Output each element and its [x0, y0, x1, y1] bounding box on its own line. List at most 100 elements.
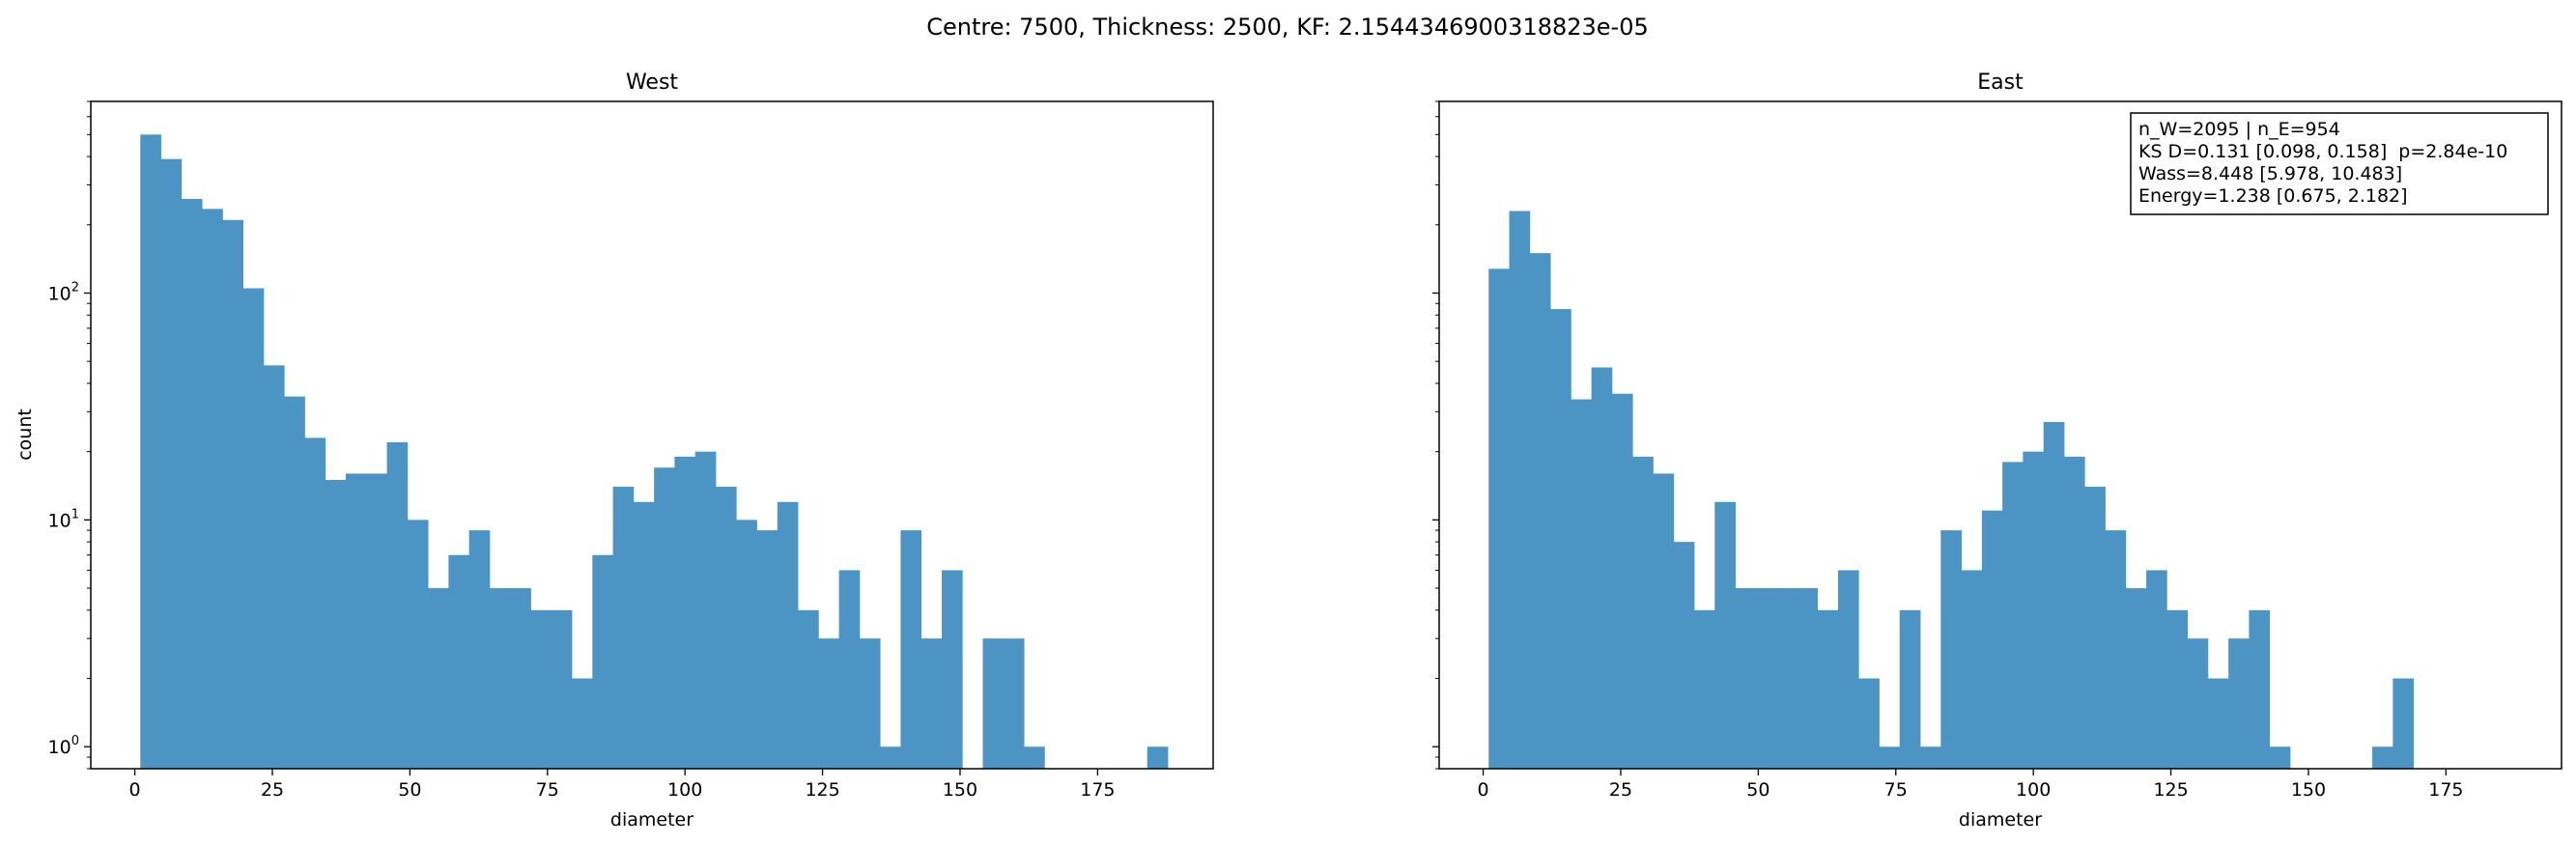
east-histogram-bar: [2146, 570, 2167, 769]
east-histogram-bar: [1981, 510, 2003, 769]
east-histogram-bar: [1858, 678, 1880, 769]
west-histogram-bar: [140, 134, 161, 769]
west-histogram-bar: [346, 473, 367, 769]
west-x-tick-label: 50: [398, 779, 421, 801]
east-histogram-bar: [1899, 609, 1921, 769]
west-panel: West 0 25 50 75 100 125 150 175 100 101 102 diame…: [14, 70, 1214, 831]
west-histogram-bar: [284, 396, 305, 769]
west-histogram-bar: [325, 480, 347, 769]
east-histogram-bar: [1509, 211, 1531, 769]
east-x-tick-label: 150: [2291, 779, 2326, 801]
east-histogram-bar: [2228, 638, 2250, 769]
west-histogram-bar: [530, 609, 552, 769]
west-x-tick-label: 75: [536, 779, 559, 801]
west-histogram-bar: [1146, 746, 1169, 769]
stats-annotation-box: n_W=2095 | n_E=954 KS D=0.131 [0.098, 0.…: [2130, 112, 2549, 215]
west-histogram-bar: [160, 158, 183, 770]
west-histogram-bar: [880, 746, 901, 769]
east-title: East: [1977, 70, 2024, 95]
east-histogram-bar: [2063, 456, 2085, 769]
east-histogram-bar: [1961, 570, 1983, 769]
east-x-tick-label: 175: [2428, 779, 2463, 801]
east-histogram-bar: [1940, 530, 1962, 769]
stats-line-wass: Wass=8.448 [5.978, 10.483]: [2138, 163, 2402, 184]
east-histogram-bar: [1797, 588, 1819, 769]
west-histogram-bar: [756, 530, 778, 769]
east-histogram-bar: [1591, 367, 1613, 769]
west-x-tick-label: 125: [805, 779, 839, 801]
west-histogram-bar: [612, 487, 635, 769]
west-histogram-bar: [202, 209, 223, 770]
west-histogram-bar: [242, 288, 265, 769]
east-histogram-bar: [2269, 746, 2291, 769]
stats-line-ks: KS D=0.131 [0.098, 0.158] p=2.84e-10: [2138, 141, 2507, 162]
east-histogram-bar: [1653, 473, 1675, 769]
west-histogram-bar: [1024, 746, 1045, 769]
east-x-tick-label: 75: [1884, 779, 1908, 801]
west-histogram-bar: [633, 501, 655, 769]
west-histogram-bar: [489, 588, 511, 769]
west-y-tick-label: 100: [48, 734, 79, 758]
east-axes-frame: [1438, 100, 2562, 770]
east-histogram-bar: [2249, 609, 2271, 769]
east-histogram-bar: [1837, 570, 1859, 769]
east-histogram-bar: [2125, 588, 2147, 769]
west-histogram-bar: [1003, 638, 1025, 769]
west-histogram-bar: [715, 487, 737, 769]
west-histogram-bar: [386, 441, 409, 769]
east-histogram-bar: [2105, 530, 2127, 769]
east-histogram-bar: [2187, 638, 2209, 769]
west-histogram-bar: [263, 365, 285, 769]
west-histogram-bar: [798, 609, 819, 769]
west-x-tick-label: 25: [261, 779, 284, 801]
west-y-ticks: 100 101 102: [48, 100, 91, 770]
east-histogram-bar: [1735, 588, 1757, 769]
east-histogram-bar: [2372, 746, 2393, 769]
west-y-tick-label: 101: [48, 507, 79, 531]
west-histogram-bar: [674, 456, 696, 769]
west-x-tick-label: 0: [129, 779, 141, 801]
east-histogram-bar: [1611, 393, 1633, 769]
east-histogram-bar: [1714, 501, 1736, 769]
east-histogram-bar: [1920, 746, 1941, 769]
west-bars: [140, 134, 1169, 770]
west-histogram-bar: [222, 219, 244, 769]
west-axes-frame: [90, 100, 1214, 770]
figure-title: Centre: 7500, Thickness: 2500, KF: 2.154…: [926, 14, 1649, 41]
east-histogram-bar: [2002, 462, 2024, 769]
east-histogram-bar: [2207, 678, 2229, 769]
west-histogram-bar: [694, 451, 717, 769]
east-histogram-bar: [2084, 487, 2106, 769]
west-histogram-bar: [654, 467, 675, 769]
east-histogram-bar: [2043, 422, 2065, 769]
west-x-tick-label: 175: [1080, 779, 1115, 801]
east-histogram-bar: [2023, 451, 2045, 769]
west-histogram-bar: [448, 554, 470, 769]
east-histogram-bar: [1755, 588, 1777, 769]
east-x-tick-label: 100: [2016, 779, 2051, 801]
east-histogram-bar: [1632, 456, 1654, 769]
west-x-axis-label: diameter: [610, 809, 694, 831]
west-histogram-bar: [572, 678, 593, 769]
east-x-axis-label: diameter: [1959, 809, 2042, 831]
east-histogram-bar: [1488, 268, 1510, 769]
stats-line-energy: Energy=1.238 [0.675, 2.182]: [2138, 185, 2408, 207]
west-title: West: [626, 70, 678, 95]
west-histogram-bar: [736, 520, 757, 769]
east-histogram-bar: [1817, 609, 1839, 769]
west-histogram-bar: [181, 199, 203, 769]
west-x-tick-label: 150: [943, 779, 977, 801]
east-x-tick-label: 50: [1746, 779, 1769, 801]
west-histogram-bar: [920, 638, 943, 769]
west-y-axis-label: count: [14, 408, 36, 461]
east-histogram-bar: [1673, 542, 1695, 769]
west-histogram-bar: [941, 570, 963, 769]
east-histogram-bar: [1879, 746, 1901, 769]
west-x-ticks: 0 25 50 75 100 125 150 175: [129, 769, 1116, 801]
west-histogram-bar: [777, 501, 799, 769]
west-histogram-bar: [551, 609, 573, 769]
west-histogram-bar: [982, 638, 1005, 769]
east-y-ticks: [1432, 100, 1439, 770]
west-histogram-bar: [592, 554, 613, 769]
